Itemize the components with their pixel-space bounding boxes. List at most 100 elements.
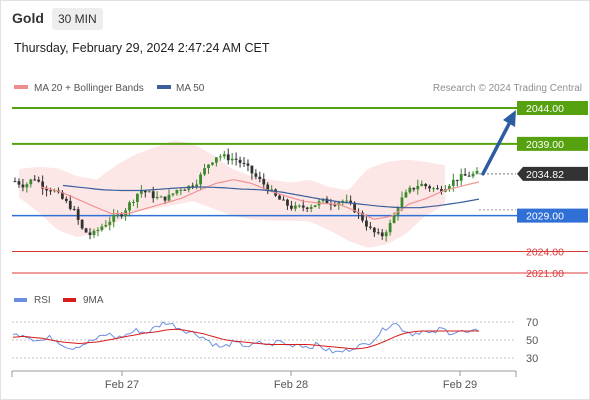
candle-body xyxy=(159,196,163,198)
candle-body xyxy=(203,168,206,175)
candle-body xyxy=(309,206,313,209)
candle-body xyxy=(155,196,159,199)
candle-body xyxy=(416,186,420,190)
candle-body xyxy=(136,193,139,202)
candle-body xyxy=(475,170,479,174)
candle-body xyxy=(238,159,242,163)
candles xyxy=(13,148,479,242)
candle-body xyxy=(297,205,301,207)
candle-body xyxy=(349,200,353,203)
ma20-legend-label: MA 20 + Bollinger Bands xyxy=(34,83,144,94)
current-price-box xyxy=(517,166,588,181)
time-axis: Feb 27 Feb 28 Feb 29 xyxy=(11,370,517,391)
candle-body xyxy=(278,195,281,200)
candle-body xyxy=(128,202,131,211)
candle-body xyxy=(143,190,147,193)
candle-body xyxy=(408,187,412,193)
candle-body xyxy=(432,188,435,190)
candle-body xyxy=(139,190,143,194)
candle-body xyxy=(270,189,274,192)
candle-body xyxy=(424,184,428,187)
forecast-arrow-head xyxy=(503,110,516,127)
time-axis-label: Feb 28 xyxy=(274,379,308,391)
candle-body xyxy=(53,190,56,192)
candle-body xyxy=(92,230,96,236)
candle-body xyxy=(151,191,155,199)
candle-body xyxy=(234,158,238,160)
candle-body xyxy=(242,162,246,164)
bollinger-bands xyxy=(19,140,445,248)
level-label-resistance: 2039.00 xyxy=(526,139,564,151)
candle-body xyxy=(88,232,92,236)
forecast-arrow-shaft xyxy=(481,120,512,176)
price-levels: 2044.00 2039.00 2029.00 2024.00 2021.00 xyxy=(12,101,588,280)
candle-body xyxy=(84,228,88,233)
candle-body xyxy=(21,184,25,188)
current-price-label: 2034.82 xyxy=(526,169,564,181)
candle-body xyxy=(207,164,210,169)
candle-body xyxy=(100,226,104,230)
candle-body xyxy=(447,185,451,190)
candle-body xyxy=(372,227,376,233)
candle-body xyxy=(301,205,305,208)
candle-body xyxy=(33,179,37,181)
candle-body xyxy=(365,220,368,227)
candle-body xyxy=(222,154,226,157)
candle-body xyxy=(420,184,424,187)
rsi-ma-legend-label: 9MA xyxy=(83,295,104,306)
moving-averages xyxy=(40,179,480,220)
chart-overlay: 2034.82 xyxy=(479,110,588,211)
candle-body xyxy=(191,185,195,187)
candle-body xyxy=(13,181,17,183)
candle-body xyxy=(463,174,467,176)
candle-body xyxy=(179,189,183,191)
candle-body xyxy=(246,163,250,166)
level-label-support: 2021.00 xyxy=(526,268,564,280)
rsi-ma-legend-swatch xyxy=(63,298,76,302)
candle-body xyxy=(250,165,254,174)
candle-body xyxy=(345,200,349,202)
candle-body xyxy=(459,174,463,181)
level-label-box xyxy=(517,208,588,223)
candle-body xyxy=(120,214,124,217)
candle-body xyxy=(104,224,108,227)
candle-body xyxy=(467,175,471,177)
candle-body xyxy=(49,190,52,192)
candle-body xyxy=(290,205,293,209)
rsi-legend-label: RSI xyxy=(34,295,51,306)
candle-body xyxy=(218,156,222,158)
candle-body xyxy=(163,196,167,201)
candle-body xyxy=(412,187,416,190)
candle-body xyxy=(226,154,230,161)
candle-body xyxy=(404,192,408,198)
candle-body xyxy=(29,179,33,185)
candle-body xyxy=(211,162,214,165)
candle-body xyxy=(293,205,297,209)
rsi-tick-label: 30 xyxy=(526,353,538,365)
credit-text: Research © 2024 Trading Central xyxy=(433,83,582,94)
candle-body xyxy=(254,173,258,177)
level-label-support: 2024.00 xyxy=(526,246,564,258)
time-axis-label: Feb 29 xyxy=(443,379,477,391)
candle-body xyxy=(384,232,388,237)
candle-body xyxy=(195,184,199,187)
candle-body xyxy=(282,199,285,201)
candle-body xyxy=(132,201,135,203)
candle-body xyxy=(388,222,392,233)
candle-body xyxy=(175,189,179,194)
candle-body xyxy=(368,226,372,228)
level-label-box xyxy=(517,101,588,115)
candle-body xyxy=(116,214,120,216)
candle-body xyxy=(60,192,64,199)
ma50-legend-swatch xyxy=(157,85,171,89)
candle-body xyxy=(376,232,380,234)
candle-body xyxy=(440,189,443,192)
rsi-legend-swatch xyxy=(14,298,27,302)
candle-body xyxy=(471,173,475,177)
rsi-line xyxy=(12,321,480,354)
candle-body xyxy=(199,174,202,185)
candle-body xyxy=(392,214,396,223)
timeframe-button[interactable]: 30 MIN xyxy=(52,8,103,30)
candle-body xyxy=(286,199,289,206)
candle-body xyxy=(112,214,116,222)
